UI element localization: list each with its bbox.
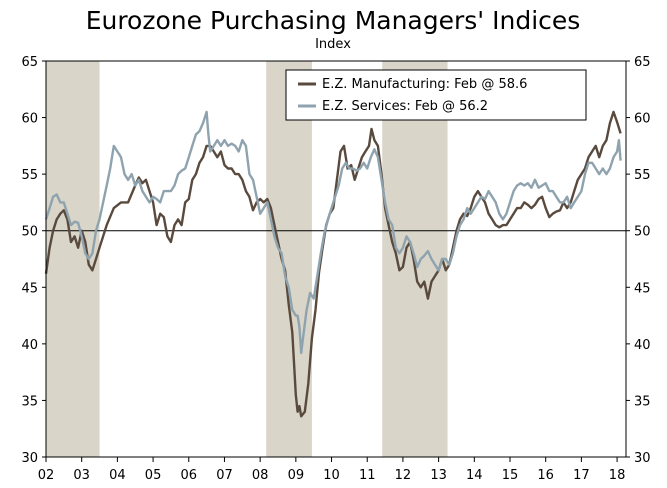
series-line-manufacturing: [44, 110, 622, 418]
plot-area-border: [45, 60, 627, 458]
recession-bands: [46, 61, 448, 457]
x-tick-label-06: 06: [180, 468, 197, 483]
x-tick-label-08: 08: [252, 468, 269, 483]
y-tick-label-right-55: 55: [634, 168, 651, 183]
series-lines: [44, 110, 622, 418]
x-tick-label-18: 18: [609, 468, 626, 483]
y-tick-label-left-35: 35: [21, 394, 38, 409]
x-tick-label-15: 15: [502, 468, 519, 483]
y-axis-right: 30 35 40 45 50 55 60 65: [626, 55, 651, 466]
legend-label-services: E.Z. Services: Feb @ 56.2: [322, 99, 488, 114]
x-tick-label-12: 12: [395, 468, 412, 483]
x-tick-label-13: 13: [430, 468, 447, 483]
x-tick-label-07: 07: [216, 468, 233, 483]
y-tick-label-right-30: 30: [634, 451, 651, 466]
legend: E.Z. Manufacturing: Feb @ 58.6 E.Z. Serv…: [285, 69, 587, 121]
y-tick-label-right-35: 35: [634, 394, 651, 409]
y-tick-label-left-30: 30: [21, 451, 38, 466]
y-tick-label-right-60: 60: [634, 112, 651, 127]
y-tick-label-left-50: 50: [21, 225, 38, 240]
x-tick-label-09: 09: [288, 468, 305, 483]
x-tick-label-17: 17: [573, 468, 590, 483]
series-line-services: [44, 110, 622, 355]
x-tick-label-04: 04: [109, 468, 126, 483]
y-tick-label-left-65: 65: [21, 55, 38, 70]
plot-frame: [45, 60, 627, 458]
y-tick-label-left-45: 45: [21, 281, 38, 296]
y-tick-label-right-50: 50: [634, 225, 651, 240]
chart-title: Eurozone Purchasing Managers' Indices: [86, 6, 581, 35]
recession-band-2: [266, 61, 312, 457]
y-axis-left: 30 35 40 45 50 55 60 65: [21, 55, 46, 466]
x-tick-label-03: 03: [73, 468, 90, 483]
recession-band-1: [46, 61, 100, 457]
x-axis: 02 03 04 05 06 07 08 09 10 11 12 13 14 15 16 17 18: [38, 457, 626, 483]
y-tick-label-right-40: 40: [634, 338, 651, 353]
x-tick-label-16: 16: [537, 468, 554, 483]
y-tick-label-left-55: 55: [21, 168, 38, 183]
y-tick-label-left-40: 40: [21, 338, 38, 353]
y-tick-label-right-65: 65: [634, 55, 651, 70]
chart-subtitle: Index: [315, 37, 351, 52]
x-tick-label-11: 11: [359, 468, 376, 483]
x-tick-label-10: 10: [323, 468, 340, 483]
x-tick-label-05: 05: [145, 468, 162, 483]
legend-label-manufacturing: E.Z. Manufacturing: Feb @ 58.6: [322, 77, 527, 92]
legend-box: [285, 69, 587, 121]
y-tick-label-left-60: 60: [21, 112, 38, 127]
y-tick-label-right-45: 45: [634, 281, 651, 296]
x-tick-label-02: 02: [38, 468, 55, 483]
x-tick-label-14: 14: [466, 468, 483, 483]
